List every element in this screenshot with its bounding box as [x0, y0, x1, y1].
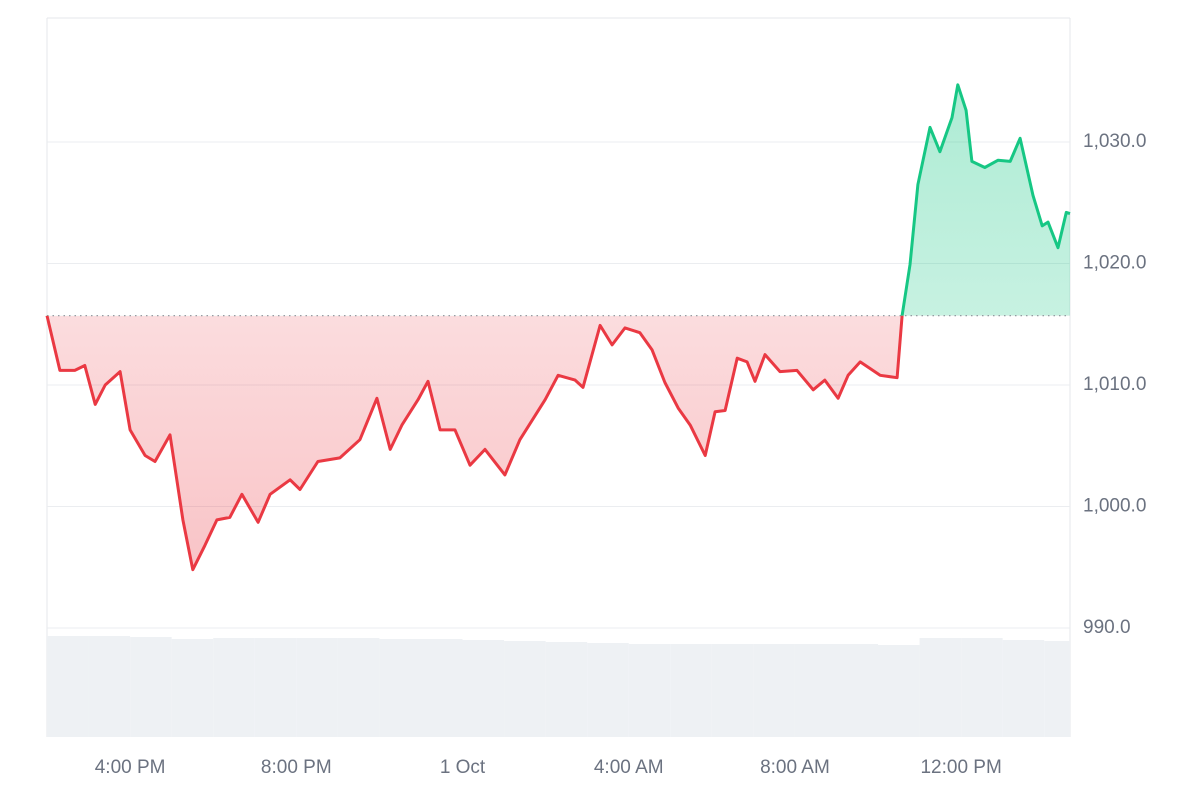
- volume-bar: [1044, 641, 1070, 737]
- volume-bar: [919, 638, 962, 737]
- volume-bar: [254, 638, 297, 737]
- volume-bar: [711, 644, 754, 737]
- x-tick-label: 4:00 AM: [594, 757, 664, 778]
- x-tick-label: 12:00 PM: [920, 757, 1001, 778]
- volume-bar: [337, 638, 380, 737]
- volume-bar: [88, 636, 131, 737]
- volume-bar: [961, 638, 1003, 737]
- volume-bar: [1002, 640, 1045, 737]
- volume-bar: [878, 645, 920, 737]
- volume-bar: [794, 644, 837, 737]
- y-tick-label: 1,020.0: [1083, 252, 1146, 273]
- y-tick-label: 1,000.0: [1083, 496, 1146, 517]
- volume-bar: [670, 644, 712, 737]
- volume-bar: [587, 643, 629, 737]
- area-up: [47, 84, 1070, 316]
- volume-bar: [420, 639, 463, 737]
- y-tick-label: 1,010.0: [1083, 374, 1146, 395]
- volume-bar: [213, 638, 255, 737]
- x-tick-label: 8:00 PM: [261, 757, 332, 778]
- volume-bar: [171, 639, 214, 737]
- volume-bar: [753, 644, 795, 737]
- price-line-down: [45, 315, 904, 572]
- volume-bar: [47, 636, 89, 737]
- y-tick-label: 1,030.0: [1083, 131, 1146, 152]
- volume-bar: [545, 642, 588, 737]
- area-down: [47, 315, 903, 570]
- volume-bar: [296, 638, 338, 737]
- volume-bar: [130, 637, 172, 737]
- price-line-up: [46, 83, 1071, 316]
- x-tick-label: 4:00 PM: [95, 757, 166, 778]
- x-tick-label: 1 Oct: [440, 757, 486, 778]
- volume-bar: [628, 644, 671, 737]
- volume-bar: [462, 640, 505, 737]
- x-tick-label: 8:00 AM: [760, 757, 830, 778]
- volume-bar: [504, 641, 546, 737]
- y-tick-label: 990.0: [1083, 617, 1131, 638]
- volume-bar: [379, 639, 421, 737]
- volume-bar: [836, 644, 879, 737]
